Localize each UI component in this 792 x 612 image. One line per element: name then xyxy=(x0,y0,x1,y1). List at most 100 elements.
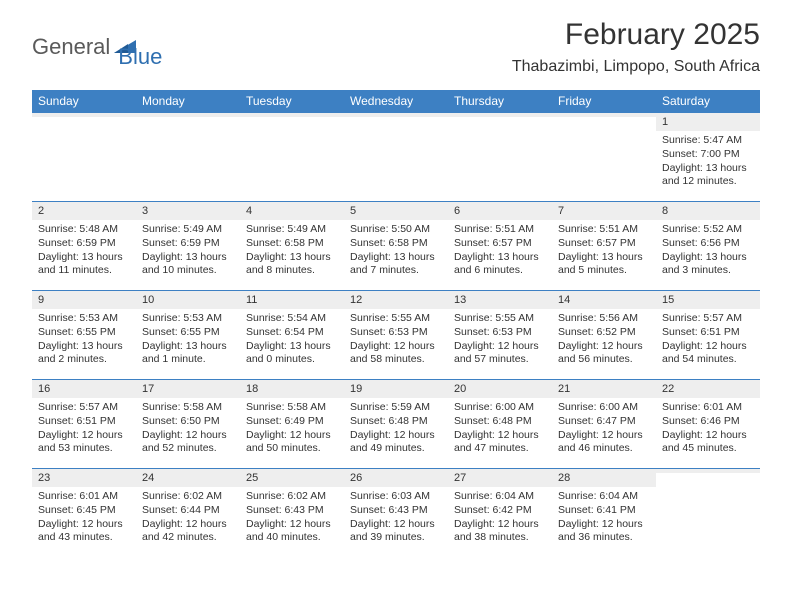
sunrise-text: Sunrise: 5:51 AM xyxy=(454,223,546,237)
daylight-text: Daylight: 12 hours and 58 minutes. xyxy=(350,340,442,367)
day-number: 9 xyxy=(32,291,136,309)
daylight-text: Daylight: 12 hours and 57 minutes. xyxy=(454,340,546,367)
day-number: 28 xyxy=(552,469,656,487)
day-body xyxy=(656,473,760,533)
day-body: Sunrise: 6:02 AMSunset: 6:44 PMDaylight:… xyxy=(136,487,240,549)
sunset-text: Sunset: 6:49 PM xyxy=(246,415,338,429)
sunset-text: Sunset: 6:55 PM xyxy=(38,326,130,340)
day-number: 13 xyxy=(448,291,552,309)
daylight-text: Daylight: 13 hours and 6 minutes. xyxy=(454,251,546,278)
day-number: 4 xyxy=(240,202,344,220)
day-number: 21 xyxy=(552,380,656,398)
day-of-week-header: Sunday Monday Tuesday Wednesday Thursday… xyxy=(32,90,760,112)
sunrise-text: Sunrise: 5:58 AM xyxy=(246,401,338,415)
day-cell xyxy=(344,113,448,201)
brand-text-blue: Blue xyxy=(118,44,162,70)
day-number: 6 xyxy=(448,202,552,220)
dow-thursday: Thursday xyxy=(448,90,552,112)
sunset-text: Sunset: 6:50 PM xyxy=(142,415,234,429)
day-body: Sunrise: 6:01 AMSunset: 6:46 PMDaylight:… xyxy=(656,398,760,460)
daylight-text: Daylight: 13 hours and 3 minutes. xyxy=(662,251,754,278)
sunset-text: Sunset: 6:53 PM xyxy=(350,326,442,340)
brand-logo: General Blue xyxy=(32,18,162,70)
week-row: 16 Sunrise: 5:57 AMSunset: 6:51 PM Dayligh… xyxy=(32,379,760,468)
day-number: 16 xyxy=(32,380,136,398)
week-row: 9Sunrise: 5:53 AMSunset: 6:55 PMDaylight… xyxy=(32,290,760,379)
day-body: Sunrise: 5:55 AMSunset: 6:53 PMDaylight:… xyxy=(448,309,552,371)
day-number: 12 xyxy=(344,291,448,309)
weeks-container: 1Sunrise: 5:47 AMSunset: 7:00 PMDaylight… xyxy=(32,112,760,557)
sunset-text: Sunset: 6:41 PM xyxy=(558,504,650,518)
sunrise-text: Sunrise: 5:59 AM xyxy=(350,401,442,415)
sunrise-text: Sunrise: 5:55 AM xyxy=(454,312,546,326)
day-cell xyxy=(448,113,552,201)
day-body: Sunrise: 5:57 AMSunset: 6:51 PMDaylight:… xyxy=(656,309,760,371)
dow-tuesday: Tuesday xyxy=(240,90,344,112)
sunrise-text: Sunrise: 5:49 AM xyxy=(142,223,234,237)
day-number: 3 xyxy=(136,202,240,220)
day-number: 26 xyxy=(344,469,448,487)
day-cell: 7Sunrise: 5:51 AMSunset: 6:57 PMDaylight… xyxy=(552,202,656,290)
daylight-text: Daylight: 13 hours and 1 minute. xyxy=(142,340,234,367)
dow-friday: Friday xyxy=(552,90,656,112)
day-body: Sunrise: 5:53 AMSunset: 6:55 PMDaylight:… xyxy=(136,309,240,371)
day-cell: 17Sunrise: 5:58 AMSunset: 6:50 PMDayligh… xyxy=(136,380,240,468)
day-cell xyxy=(136,113,240,201)
sunrise-text: Sunrise: 5:56 AM xyxy=(558,312,650,326)
day-body xyxy=(344,117,448,177)
day-number: 7 xyxy=(552,202,656,220)
sunrise-text: Sunrise: 5:57 AM xyxy=(38,401,130,415)
day-number: 8 xyxy=(656,202,760,220)
location-subtitle: Thabazimbi, Limpopo, South Africa xyxy=(512,58,760,76)
day-body: Sunrise: 5:51 AMSunset: 6:57 PMDaylight:… xyxy=(448,220,552,282)
sunrise-text: Sunrise: 5:55 AM xyxy=(350,312,442,326)
month-title: February 2025 xyxy=(512,18,760,52)
sunset-text: Sunset: 6:48 PM xyxy=(350,415,442,429)
sunrise-text: Sunrise: 6:00 AM xyxy=(558,401,650,415)
daylight-text: Daylight: 13 hours and 12 minutes. xyxy=(662,162,754,189)
day-number: 18 xyxy=(240,380,344,398)
sunrise-text: Sunrise: 5:57 AM xyxy=(662,312,754,326)
day-body: Sunrise: 5:51 AMSunset: 6:57 PMDaylight:… xyxy=(552,220,656,282)
day-body: Sunrise: 5:58 AMSunset: 6:50 PMDaylight:… xyxy=(136,398,240,460)
sunset-text: Sunset: 6:58 PM xyxy=(246,237,338,251)
day-body: Sunrise: 5:49 AMSunset: 6:59 PMDaylight:… xyxy=(136,220,240,282)
daylight-text: Daylight: 12 hours and 42 minutes. xyxy=(142,518,234,545)
day-number: 11 xyxy=(240,291,344,309)
sunrise-text: Sunrise: 5:47 AM xyxy=(662,134,754,148)
day-cell: 13Sunrise: 5:55 AMSunset: 6:53 PMDayligh… xyxy=(448,291,552,379)
day-number: 2 xyxy=(32,202,136,220)
day-cell: 11Sunrise: 5:54 AMSunset: 6:54 PMDayligh… xyxy=(240,291,344,379)
dow-wednesday: Wednesday xyxy=(344,90,448,112)
day-cell: 23Sunrise: 6:01 AMSunset: 6:45 PMDayligh… xyxy=(32,469,136,557)
day-body xyxy=(448,117,552,177)
daylight-text: Daylight: 12 hours and 54 minutes. xyxy=(662,340,754,367)
day-body xyxy=(240,117,344,177)
sunset-text: Sunset: 6:58 PM xyxy=(350,237,442,251)
daylight-text: Daylight: 12 hours and 52 minutes. xyxy=(142,429,234,456)
day-cell xyxy=(552,113,656,201)
day-body: Sunrise: 5:59 AMSunset: 6:48 PMDaylight:… xyxy=(344,398,448,460)
sunrise-text: Sunrise: 6:02 AM xyxy=(142,490,234,504)
day-body: Sunrise: 5:56 AMSunset: 6:52 PMDaylight:… xyxy=(552,309,656,371)
sunrise-text: Sunrise: 6:03 AM xyxy=(350,490,442,504)
day-number: 1 xyxy=(656,113,760,131)
day-cell: 3Sunrise: 5:49 AMSunset: 6:59 PMDaylight… xyxy=(136,202,240,290)
day-cell: 18Sunrise: 5:58 AMSunset: 6:49 PMDayligh… xyxy=(240,380,344,468)
daylight-text: Daylight: 13 hours and 5 minutes. xyxy=(558,251,650,278)
sunset-text: Sunset: 6:51 PM xyxy=(38,415,130,429)
day-cell: 12 Sunrise: 5:55 AMSunset: 6:53 PMDayligh… xyxy=(344,291,448,379)
day-number: 10 xyxy=(136,291,240,309)
sunset-text: Sunset: 6:57 PM xyxy=(454,237,546,251)
daylight-text: Daylight: 12 hours and 45 minutes. xyxy=(662,429,754,456)
sunrise-text: Sunrise: 5:54 AM xyxy=(246,312,338,326)
sunrise-text: Sunrise: 6:04 AM xyxy=(558,490,650,504)
day-cell: 21Sunrise: 6:00 AMSunset: 6:47 PMDayligh… xyxy=(552,380,656,468)
dow-sunday: Sunday xyxy=(32,90,136,112)
daylight-text: Daylight: 12 hours and 43 minutes. xyxy=(38,518,130,545)
sunrise-text: Sunrise: 5:53 AM xyxy=(142,312,234,326)
page-header: General Blue February 2025 Thabazimbi, L… xyxy=(0,0,792,84)
daylight-text: Daylight: 13 hours and 0 minutes. xyxy=(246,340,338,367)
day-cell: 10Sunrise: 5:53 AMSunset: 6:55 PMDayligh… xyxy=(136,291,240,379)
sunrise-text: Sunrise: 5:52 AM xyxy=(662,223,754,237)
